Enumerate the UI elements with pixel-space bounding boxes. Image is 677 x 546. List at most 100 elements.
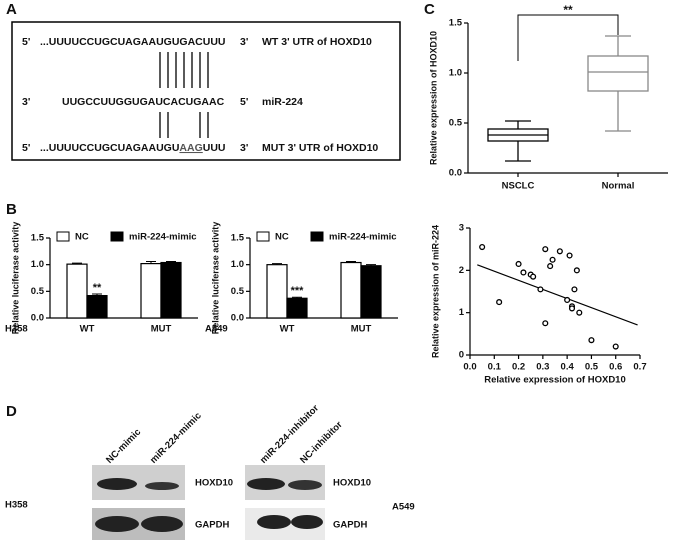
cell-line: H358: [5, 324, 28, 335]
cell-line: H358: [5, 500, 28, 511]
x-tick-label: 0.5: [585, 362, 599, 373]
legend-swatch: [56, 231, 70, 242]
error-bar: [346, 260, 356, 263]
legend-label: miR-224-mimic: [329, 232, 397, 243]
point: [479, 244, 486, 251]
cell-line: A549: [205, 324, 228, 335]
point: [556, 248, 563, 255]
sequence-label: WT 3' UTR of HOXD10: [262, 36, 372, 48]
prime-end: 3': [240, 142, 248, 154]
bar: [86, 295, 108, 319]
error-bar: [366, 264, 376, 266]
sequence: ...UUUUCCUGCUAGAAUGUAAGUUU: [40, 142, 226, 154]
point: [542, 320, 549, 327]
y-axis-label: Relative expression of miR-224: [430, 225, 440, 358]
significance-bracket: [517, 14, 619, 61]
trendline: [477, 264, 638, 326]
sequence: UUGCCUUGGUGAUCACUGAAC: [62, 96, 225, 108]
x-tick-label: 0.2: [512, 362, 525, 373]
bar: [140, 263, 162, 319]
point: [549, 256, 556, 263]
x-tick-label: 0.3: [536, 362, 549, 373]
x-tick-label: 0.6: [609, 362, 622, 373]
sequence: ...UUUUCCUGCUAGAAUGUGACUUU: [40, 36, 226, 48]
point: [547, 263, 554, 270]
y-tick-label: 1.0: [231, 259, 244, 270]
point: [576, 309, 583, 316]
prime-end: 5': [22, 36, 30, 48]
y-tick-label: 1.0: [449, 68, 462, 79]
y-tick-label: 2: [459, 265, 464, 276]
prime-end: 5': [22, 142, 30, 154]
blots: [92, 465, 325, 540]
protein-label: GAPDH: [195, 520, 229, 531]
point: [612, 343, 619, 350]
point: [515, 260, 522, 268]
y-tick-label: 0.5: [31, 286, 45, 297]
error-bar: [272, 263, 282, 265]
significance: **: [93, 282, 102, 294]
y-tick-label: 1.0: [31, 259, 44, 270]
y-axis-label: Relative luciferase activity: [10, 222, 20, 335]
y-tick-label: 1.5: [31, 233, 45, 244]
bar: [66, 263, 88, 319]
box: [587, 55, 649, 92]
legend-label: NC: [75, 232, 89, 243]
x-tick-label: MUT: [151, 324, 172, 335]
bar: [266, 264, 288, 319]
cell-line: A549: [392, 502, 415, 513]
point: [542, 246, 549, 253]
panel-label: C: [424, 1, 435, 18]
y-tick-label: 0.0: [449, 168, 462, 179]
prime-end: 3': [240, 36, 248, 48]
sequence-box: [11, 21, 401, 161]
bar: [360, 265, 382, 319]
legend-swatch: [110, 231, 124, 242]
point: [496, 299, 503, 306]
x-tick-label: Normal: [602, 181, 635, 192]
error-bar: [146, 260, 156, 264]
y-tick-label: 1.5: [231, 233, 245, 244]
point: [568, 305, 576, 312]
y-tick-label: 0.0: [231, 313, 244, 324]
prime-end: 5': [240, 96, 248, 108]
point: [564, 296, 571, 304]
point: [520, 269, 527, 276]
point: [573, 267, 580, 274]
bar: [340, 261, 362, 319]
prime-end: 3': [22, 96, 30, 108]
point: [566, 252, 573, 259]
legend-swatch: [256, 231, 270, 242]
y-axis-label: Relative expression of HOXD10: [428, 31, 438, 165]
y-tick-label: 0.5: [231, 286, 245, 297]
y-axis-label: Relative luciferase activity: [210, 222, 220, 335]
mutated-bases: AAG: [179, 142, 202, 154]
x-tick-label: 0.4: [561, 362, 575, 373]
x-tick-label: MUT: [351, 324, 372, 335]
y-tick-label: 0.5: [449, 118, 463, 129]
protein-label: HOXD10: [333, 478, 371, 489]
protein-label: GAPDH: [333, 520, 367, 531]
sequence-part: ...UUUUCCUGCUAGAAUGU: [40, 142, 179, 154]
y-tick-label: 1: [459, 307, 465, 318]
x-tick-label: WT: [80, 324, 95, 335]
x-tick-label: 0.1: [488, 362, 502, 373]
x-tick-label: WT: [280, 324, 295, 335]
protein-label: HOXD10: [195, 478, 233, 489]
x-axis-label: Relative expression of HOXD10: [484, 375, 626, 386]
error-bar: [166, 260, 176, 263]
legend-label: NC: [275, 232, 289, 243]
lane-label: NC-mimic: [104, 427, 143, 466]
significance: ***: [291, 285, 305, 297]
point: [571, 286, 578, 293]
panel-label: A: [6, 1, 17, 18]
sequence-part: UUU: [203, 142, 226, 154]
sequence-label: miR-224: [262, 96, 303, 108]
panel-label: B: [6, 201, 17, 218]
point: [537, 286, 544, 293]
x-tick-label: 0.7: [633, 362, 646, 373]
legend-swatch: [310, 231, 324, 242]
pairing-bars: [159, 52, 209, 138]
error-bar: [292, 296, 302, 299]
